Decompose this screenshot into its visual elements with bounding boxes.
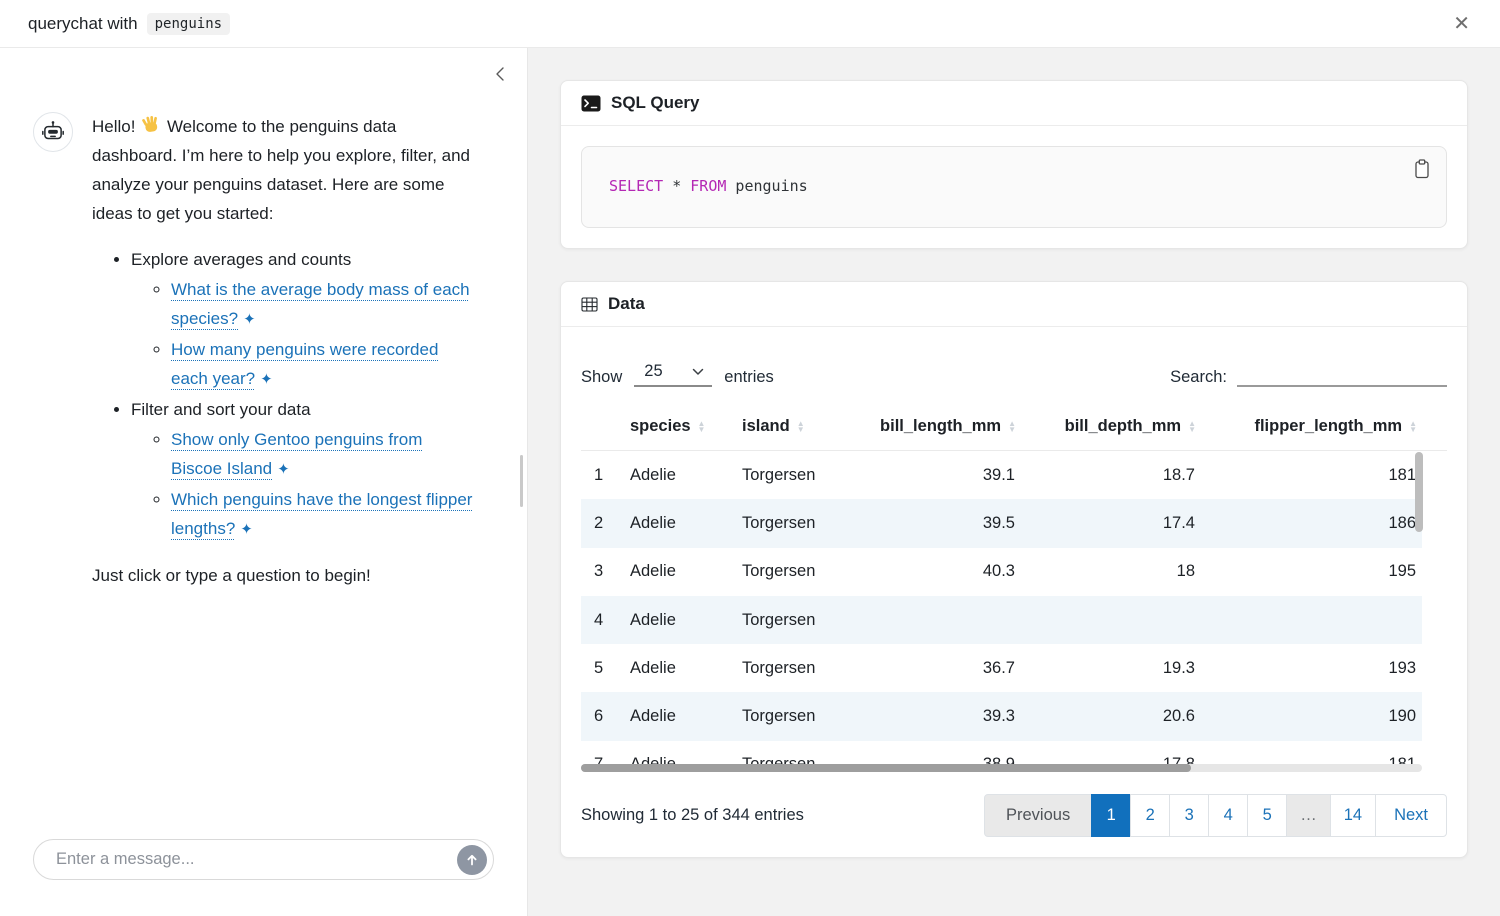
sql-query-card: SQL Query SELECT * FROM penguins [560,80,1468,249]
page-button-3[interactable]: 3 [1169,794,1210,837]
dashboard-panel: SQL Query SELECT * FROM penguins [528,48,1500,916]
suggestion-sublist: Show only Gentoo penguins from Biscoe Is… [131,425,476,544]
sidebar-collapse-button[interactable] [489,62,513,89]
horizontal-scrollbar[interactable] [581,764,1191,772]
terminal-icon [581,95,601,111]
table-row: 2 Adelie Torgersen 39.5 17.4 186 [581,499,1422,548]
vertical-scrollbar[interactable] [1415,452,1423,532]
table-row: 1 Adelie Torgersen 39.1 18.7 181 [594,465,1416,484]
column-header-bill_depth_mm[interactable]: bill_depth_mm ▲ ▼ [1064,417,1196,435]
sort-icon: ▲ ▼ [1008,418,1016,434]
greeting-intro: Hello! [92,117,136,136]
data-card-title: Data [608,294,645,313]
data-card: Data Show 25 entries [560,281,1468,858]
robot-avatar-icon [33,112,73,152]
suggestion-link[interactable]: Which penguins have the longest flipper … [171,490,473,538]
show-label: Show [581,368,623,386]
sort-icon: ▲ ▼ [1188,418,1196,434]
table-row: 3 Adelie Torgersen 40.3 18 195 [594,562,1416,581]
column-header-bill_length_mm[interactable]: bill_length_mm ▲ ▼ [880,417,1016,435]
sort-icon: ▲ ▼ [1409,418,1417,434]
page-title: querychat with penguins [28,12,231,35]
sparkle-icon: ✦ [260,371,273,388]
table-header: species ▲ ▼ island ▲ ▼ bill_length_mm ▲ ▼ bill_de… [581,403,1447,451]
table-search-control: Search: [1170,361,1447,387]
table-search-input[interactable] [1237,361,1447,387]
pagination: Previous 1 2 3 4 5… 14 Next [984,794,1447,837]
suggestion-group: Filter and sort your dataShow only Gento… [131,395,476,544]
table-row: 6 Adelie Torgersen 39.3 20.6 190 [581,692,1422,741]
page-ellipsis: … [1286,794,1331,837]
chat-message-input[interactable] [54,849,457,870]
copy-icon[interactable] [1411,156,1433,184]
chevron-down-icon [693,368,704,375]
table-info: Showing 1 to 25 of 344 entries [581,806,804,824]
suggestion-sublist: What is the average body mass of each sp… [131,275,476,394]
sql-card-header: SQL Query [561,81,1467,126]
greeting-body: Welcome to the penguins data dashboard. … [92,117,471,223]
page-button-14[interactable]: 14 [1329,794,1377,837]
assistant-message-text: Hello! Welcome to the penguins data dash… [92,112,476,607]
assistant-message: Hello! Welcome to the penguins data dash… [33,112,497,607]
table-body: 1 Adelie Torgersen 39.1 18.7 181 2 Adelie Torger… [581,451,1447,772]
sparkle-icon: ✦ [277,461,290,478]
search-label: Search: [1170,368,1227,386]
suggestion-link[interactable]: What is the average body mass of each sp… [171,280,470,328]
column-header-island[interactable]: island ▲ ▼ [742,417,805,435]
sql-card-title: SQL Query [611,93,700,112]
table-footer: Showing 1 to 25 of 344 entries Previous 1… [581,794,1447,837]
page-length-control: Show 25 entries [581,362,774,387]
table-controls: Show 25 entries Search: [581,347,1447,387]
send-button[interactable] [457,844,487,875]
horizontal-scrollbar-track [581,764,1422,772]
entries-label: entries [724,368,774,386]
closing-note: Just click or type a question to begin! [92,566,371,585]
suggestion-list: Explore averages and countsWhat is the a… [92,245,476,544]
sort-icon: ▲ ▼ [796,418,805,434]
chat-message-area: Hello! Welcome to the penguins data dash… [0,48,527,826]
page-size-select[interactable]: 25 [634,362,713,387]
page-size-value: 25 [644,362,663,380]
sort-icon: ▲ ▼ [697,418,706,434]
sparkle-icon: ✦ [243,311,256,328]
close-icon[interactable]: ✕ [1449,10,1474,38]
arrow-up-icon [467,854,477,865]
suggestion-group: Explore averages and countsWhat is the a… [131,245,476,394]
page-button-2[interactable]: 2 [1130,794,1171,837]
page-button-1[interactable]: 1 [1091,794,1132,837]
sql-code-block: SELECT * FROM penguins [581,146,1447,228]
page-button-5[interactable]: 5 [1247,794,1288,837]
app-title-text: querychat with [28,13,138,33]
chat-input-container [33,839,494,880]
table-row: 5 Adelie Torgersen 36.7 19.3 193 [594,658,1416,677]
suggestion-link[interactable]: How many penguins were recorded each yea… [171,340,439,388]
page-button-previous[interactable]: Previous [984,794,1093,837]
sidebar-resize-handle[interactable] [520,455,523,507]
wave-emoji-icon [142,116,158,132]
sql-code: SELECT * FROM penguins [609,177,808,195]
page-button-4[interactable]: 4 [1208,794,1249,837]
column-header-rownum [581,403,617,450]
data-card-header: Data [561,282,1467,327]
table-icon [581,296,598,312]
chat-sidebar: Hello! Welcome to the penguins data dash… [0,48,528,916]
suggestion-link[interactable]: Show only Gentoo penguins from Biscoe Is… [171,430,423,478]
sparkle-icon: ✦ [240,521,253,538]
app-titlebar: querychat with penguins ✕ [0,0,1500,48]
column-header-flipper_length_mm[interactable]: flipper_length_mm ▲ ▼ [1254,417,1417,435]
column-header-species[interactable]: species ▲ ▼ [630,417,706,435]
dataset-name-chip: penguins [146,12,231,35]
table-row: 4 Adelie Torgersen [581,595,1422,645]
page-button-next[interactable]: Next [1375,794,1447,837]
chevron-left-icon [496,67,504,81]
